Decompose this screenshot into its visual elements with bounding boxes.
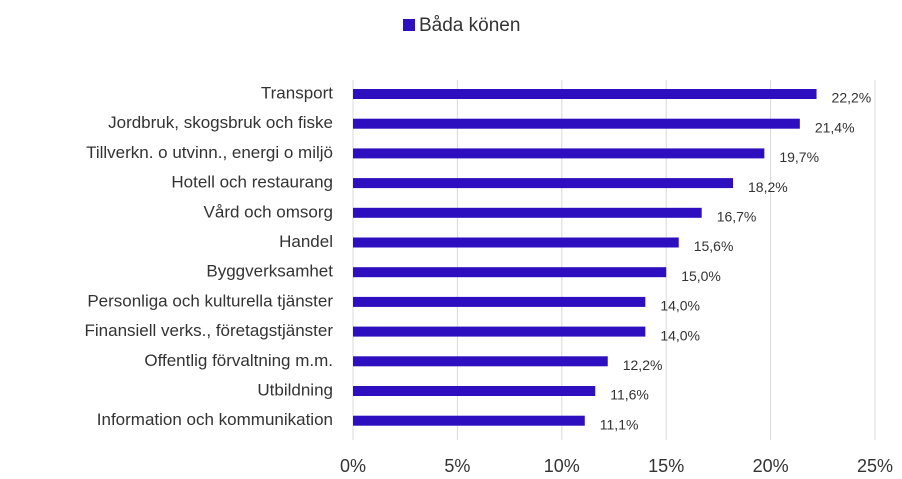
data-label: 14,0%	[660, 298, 700, 314]
data-label: 16,7%	[717, 209, 757, 225]
bar	[353, 118, 800, 129]
bar	[353, 207, 702, 218]
x-tick-label: 5%	[444, 456, 470, 476]
bar	[353, 386, 596, 396]
bar	[353, 415, 585, 426]
data-label: 11,6%	[610, 387, 649, 403]
y-tick-label: Byggverksamhet	[206, 262, 333, 281]
x-tick-label: 10%	[544, 456, 580, 476]
y-tick-label: Vård och omsorg	[204, 202, 333, 221]
y-tick-label: Jordbruk, skogsbruk och fiske	[108, 113, 333, 132]
data-label: 15,6%	[694, 238, 734, 254]
data-label: 12,2%	[623, 357, 663, 373]
bar	[353, 178, 734, 189]
bar	[353, 326, 646, 337]
data-label: 14,0%	[660, 327, 700, 343]
data-label: 15,0%	[681, 268, 721, 284]
y-tick-label: Finansiell verks., företagstjänster	[85, 321, 334, 340]
y-tick-label: Offentlig förvaltning m.m.	[144, 351, 333, 370]
data-label: 22,2%	[832, 90, 872, 106]
bar	[353, 237, 679, 248]
legend-label: Båda könen	[419, 15, 520, 36]
data-label: 11,1%	[600, 416, 639, 432]
data-label: 18,2%	[748, 179, 788, 195]
bar	[353, 296, 646, 307]
data-label: 19,7%	[779, 149, 819, 165]
y-tick-label: Utbildning	[257, 380, 333, 399]
bar	[353, 356, 608, 367]
bar	[353, 267, 667, 278]
y-tick-label: Personliga och kulturella tjänster	[87, 291, 333, 310]
y-tick-label: Transport	[261, 83, 333, 102]
y-tick-label: Tillverkn. o utvinn., energi o miljö	[86, 143, 333, 162]
x-tick-label: 15%	[648, 456, 684, 476]
y-tick-label: Information och kommunikation	[97, 410, 333, 429]
bar	[353, 148, 765, 159]
x-tick-label: 20%	[753, 456, 789, 476]
x-tick-label: 0%	[340, 456, 366, 476]
bar	[353, 89, 817, 99]
x-tick-label: 25%	[857, 456, 893, 476]
legend-swatch	[403, 19, 415, 31]
data-label: 21,4%	[815, 119, 855, 135]
y-tick-label: Hotell och restaurang	[171, 173, 333, 192]
y-tick-label: Handel	[279, 232, 333, 251]
